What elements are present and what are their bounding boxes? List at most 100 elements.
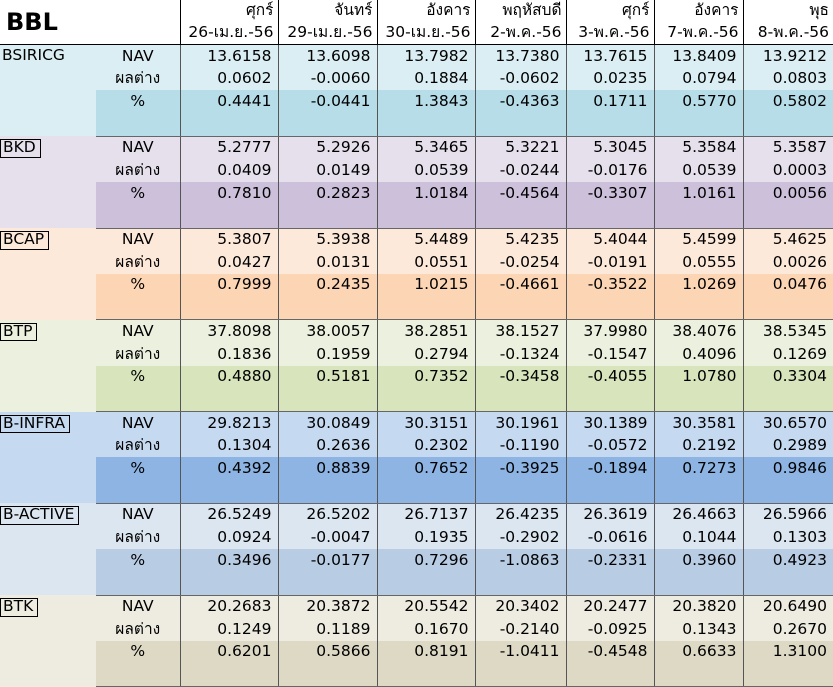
value-cell: 0.4880 xyxy=(179,365,279,389)
value-cell xyxy=(277,663,378,687)
value-cell: 30.3581 xyxy=(653,411,744,435)
row-label: % xyxy=(96,365,181,389)
fund-row xyxy=(0,388,833,413)
fund-row: ผลต่าง 0.0427 0.0131 0.0551 -0.0254 -0.0191 0.… xyxy=(0,251,833,274)
value-cell: 30.3151 xyxy=(376,411,476,435)
value-cell: 0.7352 xyxy=(376,365,476,389)
value-cell: 5.3045 xyxy=(565,136,655,160)
value-cell: 0.5866 xyxy=(277,640,378,664)
value-cell: 1.0269 xyxy=(653,273,744,297)
row-label: ผลต่าง xyxy=(96,159,181,183)
value-cell xyxy=(565,663,655,687)
value-cell: 13.6098 xyxy=(277,44,378,68)
date-header: 3-พ.ค.-56 xyxy=(565,22,655,45)
row-label: NAV xyxy=(96,44,181,68)
value-cell: 13.6158 xyxy=(179,44,279,68)
date-header: 30-เม.ย.-56 xyxy=(376,22,476,45)
value-cell xyxy=(277,113,378,137)
value-cell: 5.4599 xyxy=(653,228,744,252)
header-day-row: BBL ศุกร์ จันทร์ อังคาร พฤหัสบดี ศุกร์ อ… xyxy=(0,0,833,45)
fund-row xyxy=(0,296,833,321)
day-header: จันทร์ xyxy=(277,0,378,22)
value-cell: 0.2670 xyxy=(742,618,833,641)
value-cell: 26.5249 xyxy=(179,503,279,527)
fund-name: BCAP xyxy=(0,231,50,250)
fund-row: ผลต่าง 0.0924 -0.0047 0.1935 -0.2902 -0.0616 0… xyxy=(0,526,833,550)
fund-row: B-ACTIVE NAV 26.5249 26.5202 26.7137 26.4235 2… xyxy=(0,503,833,595)
value-cell: 26.3619 xyxy=(565,503,655,527)
value-cell: 0.0235 xyxy=(565,67,655,91)
value-cell: 0.1884 xyxy=(376,67,476,91)
value-cell: 0.1269 xyxy=(742,342,833,366)
fund-cell: BKD xyxy=(0,136,96,228)
value-cell: -0.0572 xyxy=(565,434,655,458)
value-cell: 26.7137 xyxy=(376,503,476,527)
value-cell: 0.5181 xyxy=(277,365,378,389)
value-cell: -0.0244 xyxy=(474,159,567,183)
value-cell: 5.4489 xyxy=(376,228,476,252)
value-cell: 38.4076 xyxy=(653,319,744,343)
value-cell: -0.3458 xyxy=(474,365,567,389)
value-cell: 38.2851 xyxy=(376,319,476,343)
value-cell: 30.1961 xyxy=(474,411,567,435)
value-cell: 5.4044 xyxy=(565,228,655,252)
value-cell: 0.4441 xyxy=(179,90,279,114)
value-cell xyxy=(742,204,833,229)
fund-row: % 0.7810 0.2823 1.0184 -0.4564 -0.3307 1.0161 0… xyxy=(0,182,833,205)
value-cell: 0.0539 xyxy=(376,159,476,183)
value-cell xyxy=(565,204,655,229)
value-cell: 13.7380 xyxy=(474,44,567,68)
value-cell xyxy=(376,113,476,137)
value-cell xyxy=(277,296,378,321)
row-label xyxy=(96,663,181,687)
value-cell: 13.7982 xyxy=(376,44,476,68)
value-cell: 0.8839 xyxy=(277,457,378,481)
value-cell: 0.1343 xyxy=(653,618,744,641)
value-cell xyxy=(565,388,655,413)
value-cell: -0.3307 xyxy=(565,182,655,205)
fund-row xyxy=(0,663,833,687)
value-cell xyxy=(474,480,567,504)
value-cell: 20.3820 xyxy=(653,595,744,619)
fund-row: ผลต่าง 0.1304 0.2636 0.2302 -0.1190 -0.0572 0.… xyxy=(0,434,833,458)
value-cell: 37.8098 xyxy=(179,319,279,343)
value-cell xyxy=(742,388,833,413)
value-cell xyxy=(376,663,476,687)
value-cell: 0.1959 xyxy=(277,342,378,366)
fund-cell: B-ACTIVE xyxy=(0,503,96,595)
value-cell xyxy=(277,388,378,413)
value-cell xyxy=(179,663,279,687)
row-label: ผลต่าง xyxy=(96,526,181,550)
fund-cell: B-INFRA xyxy=(0,411,96,504)
value-cell: -0.4564 xyxy=(474,182,567,205)
fund-row: BKD NAV 5.2777 5.2926 5.3465 5.3221 5.3045 5.35… xyxy=(0,136,833,228)
fund-cell: BTP xyxy=(0,319,96,412)
value-cell: 0.1304 xyxy=(179,434,279,458)
value-cell xyxy=(376,571,476,596)
date-header: 29-เม.ย.-56 xyxy=(277,22,378,45)
value-cell: -0.2902 xyxy=(474,526,567,550)
value-cell: 0.1670 xyxy=(376,618,476,641)
value-cell: -0.0047 xyxy=(277,526,378,550)
value-cell xyxy=(179,480,279,504)
value-cell: 0.2302 xyxy=(376,434,476,458)
day-header: อังคาร xyxy=(653,0,744,22)
row-label: % xyxy=(96,90,181,114)
fund-row: ผลต่าง 0.0602 -0.0060 0.1884 -0.0602 0.0235 0.… xyxy=(0,67,833,91)
value-cell: 13.8409 xyxy=(653,44,744,68)
value-cell: 0.1249 xyxy=(179,618,279,641)
fund-row: % 0.3496 -0.0177 0.7296 -1.0863 -0.2331 0.3960… xyxy=(0,549,833,572)
value-cell: 1.0780 xyxy=(653,365,744,389)
value-cell xyxy=(179,113,279,137)
value-cell: -0.0191 xyxy=(565,251,655,274)
value-cell: 1.0161 xyxy=(653,182,744,205)
date-header: 8-พ.ค.-56 xyxy=(742,22,833,45)
value-cell: 0.2794 xyxy=(376,342,476,366)
value-cell xyxy=(653,388,744,413)
value-cell: 5.2926 xyxy=(277,136,378,160)
value-cell: 0.1935 xyxy=(376,526,476,550)
value-cell xyxy=(474,571,567,596)
value-cell: -0.1324 xyxy=(474,342,567,366)
value-cell xyxy=(653,663,744,687)
value-cell: -0.0060 xyxy=(277,67,378,91)
